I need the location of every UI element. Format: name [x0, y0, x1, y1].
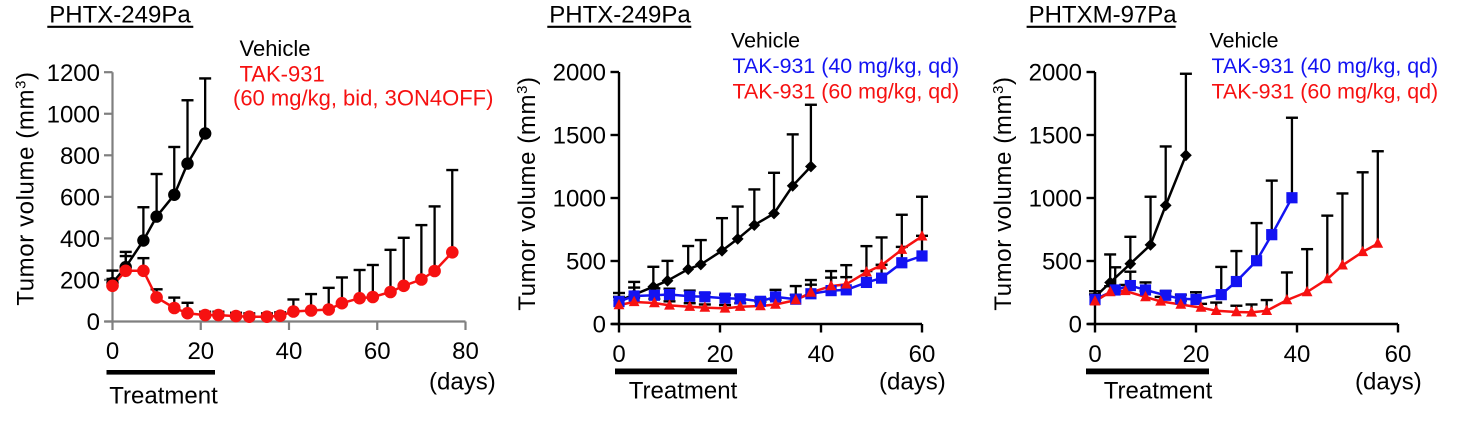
svg-text:Treatment: Treatment	[629, 378, 738, 405]
svg-text:1000: 1000	[47, 101, 100, 128]
svg-text:PHTXM-97Pa: PHTXM-97Pa	[1029, 2, 1178, 29]
svg-text:20: 20	[707, 341, 734, 368]
svg-text:500: 500	[566, 249, 606, 276]
svg-text:60: 60	[364, 338, 391, 365]
svg-text:TAK-931 (40 mg/kg, qd): TAK-931 (40 mg/kg, qd)	[733, 54, 960, 78]
svg-text:0: 0	[593, 312, 606, 339]
svg-text:400: 400	[60, 226, 100, 253]
svg-text:0: 0	[87, 309, 100, 336]
svg-text:Vehicle: Vehicle	[1210, 29, 1279, 53]
svg-text:1500: 1500	[1029, 123, 1082, 150]
svg-text:1200: 1200	[47, 60, 100, 87]
svg-text:(days): (days)	[1355, 369, 1422, 396]
svg-text:20: 20	[1183, 341, 1210, 368]
svg-text:600: 600	[60, 184, 100, 211]
svg-text:Tumor volume (mm3): Tumor volume (mm3)	[514, 76, 541, 310]
svg-text:2000: 2000	[1029, 60, 1082, 87]
svg-text:60: 60	[909, 341, 936, 368]
svg-text:Tumor volume (mm3): Tumor volume (mm3)	[13, 71, 40, 305]
svg-text:80: 80	[452, 338, 479, 365]
svg-text:60: 60	[1385, 341, 1412, 368]
svg-text:(60 mg/kg, bid, 3ON4OFF): (60 mg/kg, bid, 3ON4OFF)	[233, 86, 493, 111]
svg-text:TAK-931 (60 mg/kg, qd): TAK-931 (60 mg/kg, qd)	[733, 80, 960, 104]
svg-text:TAK-931 (40 mg/kg, qd): TAK-931 (40 mg/kg, qd)	[1212, 54, 1439, 78]
svg-text:PHTX-249Pa: PHTX-249Pa	[49, 2, 191, 29]
svg-text:0: 0	[1069, 312, 1082, 339]
svg-text:Treatment: Treatment	[1104, 378, 1213, 405]
svg-text:0: 0	[612, 341, 625, 368]
svg-text:1000: 1000	[553, 186, 606, 213]
svg-text:500: 500	[1042, 249, 1082, 276]
svg-text:20: 20	[187, 338, 214, 365]
svg-text:0: 0	[1088, 341, 1101, 368]
svg-text:40: 40	[808, 341, 835, 368]
svg-text:0: 0	[106, 338, 119, 365]
svg-text:800: 800	[60, 143, 100, 170]
svg-text:2000: 2000	[553, 60, 606, 87]
svg-text:40: 40	[276, 338, 303, 365]
svg-text:(days): (days)	[879, 369, 946, 396]
svg-text:40: 40	[1284, 341, 1311, 368]
svg-text:Tumor volume (mm3): Tumor volume (mm3)	[990, 76, 1017, 310]
svg-text:1000: 1000	[1029, 186, 1082, 213]
svg-text:Vehicle: Vehicle	[731, 29, 800, 53]
svg-text:Treatment: Treatment	[109, 383, 218, 410]
svg-text:Vehicle: Vehicle	[240, 36, 311, 61]
svg-text:TAK-931: TAK-931	[240, 62, 325, 87]
svg-text:200: 200	[60, 268, 100, 295]
svg-text:1500: 1500	[553, 123, 606, 150]
svg-text:PHTX-249Pa: PHTX-249Pa	[549, 2, 691, 29]
svg-text:(days): (days)	[429, 369, 496, 396]
svg-text:TAK-931 (60 mg/kg, qd): TAK-931 (60 mg/kg, qd)	[1212, 80, 1439, 104]
